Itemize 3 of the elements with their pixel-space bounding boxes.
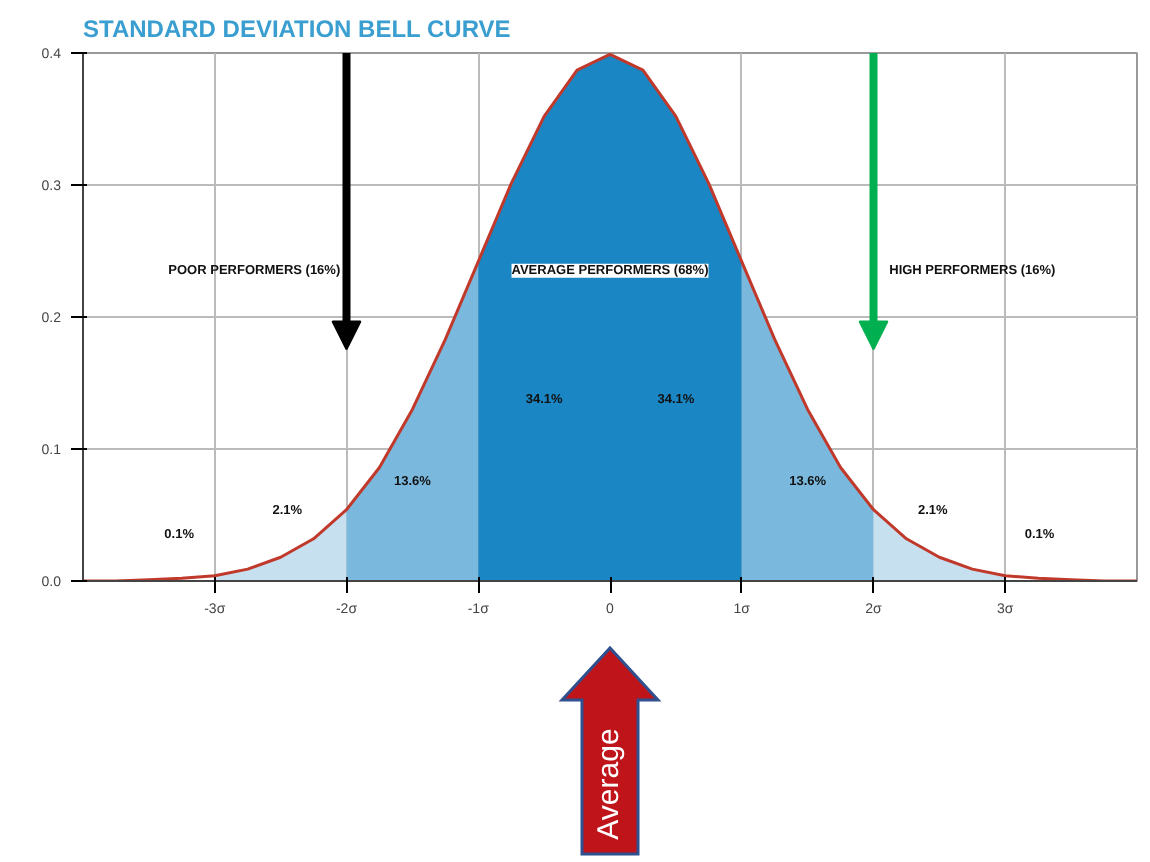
chart-title: STANDARD DEVIATION BELL CURVE	[83, 15, 511, 43]
text: Average	[591, 728, 626, 840]
line-series	[83, 53, 1137, 581]
